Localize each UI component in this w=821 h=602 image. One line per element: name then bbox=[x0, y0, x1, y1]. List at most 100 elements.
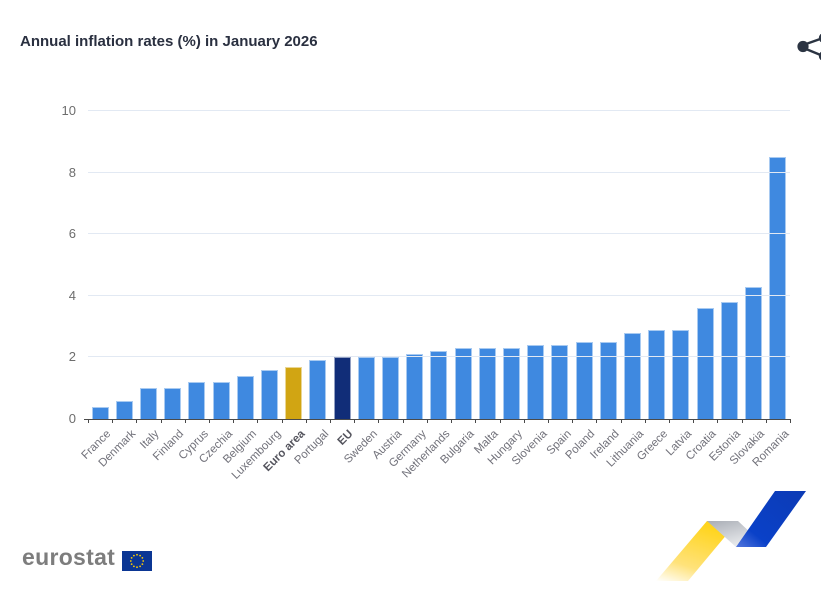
bar-slot bbox=[88, 111, 112, 419]
bar-france[interactable] bbox=[91, 406, 109, 419]
bar-croatia[interactable] bbox=[696, 308, 714, 419]
bar-slot bbox=[451, 111, 475, 419]
bar-malta[interactable] bbox=[478, 348, 496, 419]
bar-poland[interactable] bbox=[575, 342, 593, 419]
gridline-2 bbox=[88, 356, 790, 358]
gridline-4 bbox=[88, 294, 790, 296]
bar-slot bbox=[161, 111, 185, 419]
bar-slot bbox=[524, 111, 548, 419]
bar-slot bbox=[112, 111, 136, 419]
bar-luxembourg[interactable] bbox=[261, 369, 279, 419]
y-axis-label-10: 10 bbox=[61, 103, 76, 118]
bar-slot bbox=[620, 111, 644, 419]
bar-slot bbox=[669, 111, 693, 419]
x-axis-tick bbox=[451, 419, 453, 423]
bar-bulgaria[interactable] bbox=[454, 348, 472, 419]
bar-cyprus[interactable] bbox=[188, 382, 206, 419]
bar-estonia[interactable] bbox=[720, 301, 738, 419]
x-axis-tick bbox=[717, 419, 719, 423]
bar-slot bbox=[645, 111, 669, 419]
x-axis-tick bbox=[523, 419, 525, 423]
bars-container bbox=[88, 111, 790, 419]
bar-slovakia[interactable] bbox=[745, 286, 763, 419]
bar-slot bbox=[548, 111, 572, 419]
y-axis-label-6: 6 bbox=[68, 226, 76, 242]
x-axis-tick bbox=[305, 419, 307, 423]
plot-area: 0 2 4 6 8 10 France Denmark Italy Finland Cyprus Cz… bbox=[62, 103, 792, 482]
bar-eu[interactable] bbox=[333, 357, 351, 419]
y-axis-label-8: 8 bbox=[68, 164, 76, 180]
ribbon-blue-stripe bbox=[736, 491, 806, 547]
x-axis-label-eu: EU bbox=[335, 428, 356, 448]
x-axis-tick bbox=[378, 419, 380, 423]
bar-germany[interactable] bbox=[406, 354, 424, 419]
x-axis-tick bbox=[402, 419, 404, 423]
x-axis-tick bbox=[354, 419, 356, 423]
bar-lithuania[interactable] bbox=[624, 332, 642, 419]
bar-romania[interactable] bbox=[769, 157, 787, 419]
bar-hungary[interactable] bbox=[503, 348, 521, 419]
x-axis-line bbox=[84, 419, 790, 420]
eu-flag-stars bbox=[130, 553, 145, 568]
bar-slot bbox=[136, 111, 160, 419]
bar-slot bbox=[741, 111, 765, 419]
x-axis-tick bbox=[112, 419, 114, 423]
bar-slot bbox=[306, 111, 330, 419]
bar-denmark[interactable] bbox=[115, 400, 133, 419]
x-axis-tick bbox=[547, 419, 549, 423]
bar-slot bbox=[693, 111, 717, 419]
y-axis-label-4: 4 bbox=[68, 287, 76, 303]
bar-italy[interactable] bbox=[140, 388, 157, 419]
x-axis-tick bbox=[693, 419, 695, 423]
bar-slot bbox=[378, 111, 402, 419]
x-axis-tick bbox=[499, 419, 501, 423]
share-icon[interactable] bbox=[794, 34, 821, 60]
x-axis-tick bbox=[475, 419, 477, 423]
eurostat-logo: eurostat bbox=[22, 544, 153, 571]
bar-netherlands[interactable] bbox=[430, 351, 448, 419]
x-axis-tick bbox=[233, 419, 235, 423]
gridline-10 bbox=[88, 110, 790, 111]
bar-belgium[interactable] bbox=[236, 375, 254, 419]
bar-greece[interactable] bbox=[648, 329, 666, 419]
bar-ireland[interactable] bbox=[599, 342, 617, 419]
bar-slot bbox=[185, 111, 209, 419]
x-axis-tick bbox=[620, 419, 622, 423]
eu-flag-icon bbox=[122, 550, 153, 571]
bar-latvia[interactable] bbox=[672, 329, 690, 419]
bar-czechia[interactable] bbox=[212, 382, 230, 419]
ribbon-yellow-stripe bbox=[656, 521, 738, 581]
x-axis-tick bbox=[572, 419, 574, 423]
bar-slot bbox=[257, 111, 281, 419]
eurostat-logo-text: eurostat bbox=[22, 544, 116, 570]
bar-slot bbox=[475, 111, 499, 419]
bar-euro-area[interactable] bbox=[285, 366, 303, 419]
x-axis-tick bbox=[160, 419, 162, 423]
bar-slot bbox=[233, 111, 257, 419]
bar-sweden[interactable] bbox=[357, 357, 375, 419]
x-axis-tick bbox=[209, 419, 211, 423]
x-axis-tick bbox=[790, 419, 791, 423]
x-axis-tick bbox=[596, 419, 598, 423]
bar-slot bbox=[499, 111, 523, 419]
bar-austria[interactable] bbox=[382, 357, 400, 419]
chart-title: Annual inflation rates (%) in January 20… bbox=[20, 33, 318, 50]
bar-finland[interactable] bbox=[164, 388, 182, 419]
bar-slovenia[interactable] bbox=[527, 345, 545, 419]
gridline-8 bbox=[88, 171, 790, 173]
x-axis-tick bbox=[426, 419, 428, 423]
x-axis-tick bbox=[136, 419, 138, 423]
bar-spain[interactable] bbox=[551, 345, 569, 419]
bar-slot bbox=[717, 111, 741, 419]
x-axis-tick bbox=[281, 419, 283, 423]
bar-slot bbox=[354, 111, 378, 419]
bar-portugal[interactable] bbox=[309, 360, 327, 419]
x-axis-tick bbox=[668, 419, 670, 423]
trend-ribbon-decoration bbox=[656, 491, 806, 581]
bar-slot bbox=[572, 111, 596, 419]
bar-slot bbox=[282, 111, 306, 419]
x-axis-tick bbox=[330, 419, 332, 423]
bar-slot bbox=[330, 111, 354, 419]
x-axis-tick bbox=[765, 419, 767, 423]
